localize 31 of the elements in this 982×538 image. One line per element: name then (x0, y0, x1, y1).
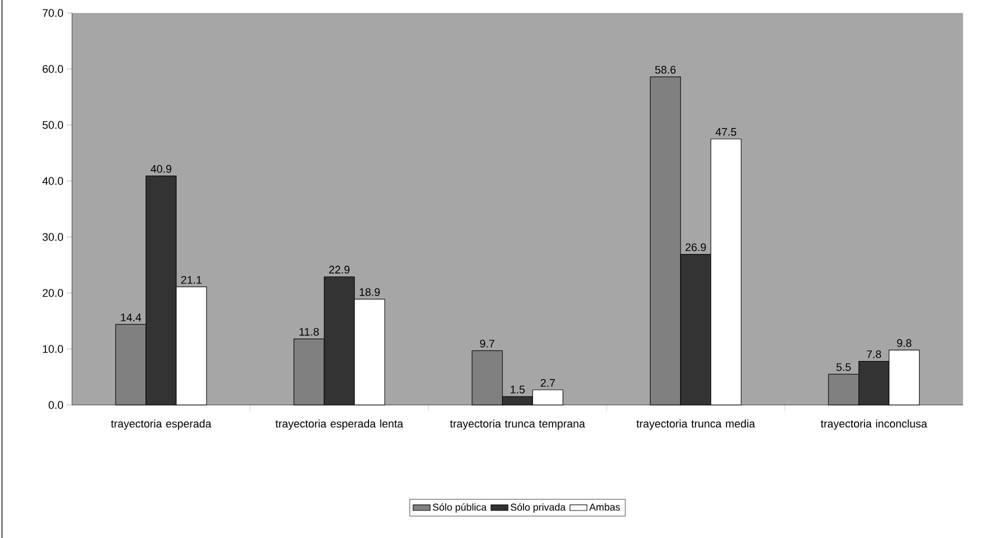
data-label: 9.8 (897, 339, 912, 347)
data-label: 22.9 (329, 266, 350, 274)
y-tick-label: 20.0 (42, 289, 64, 297)
data-label: 18.9 (360, 288, 380, 296)
data-label: 58.6 (655, 66, 676, 74)
x-tick-label: trayectoria inconclusa (820, 420, 928, 430)
data-label: 14.4 (120, 314, 142, 322)
data-label: 21.1 (181, 276, 202, 284)
data-label: 7.8 (866, 350, 882, 358)
data-label: 40.9 (150, 165, 172, 173)
y-tick-label: 50.0 (42, 121, 64, 129)
data-label: 47.5 (716, 128, 736, 136)
data-label: 9.7 (480, 340, 494, 348)
legend-label: Sólo privada (510, 503, 566, 513)
y-tick-label: 60.0 (42, 65, 64, 73)
x-tick-label: trayectoria esperada lenta (276, 420, 404, 430)
x-tick-label: trayectoria esperada (111, 420, 212, 430)
y-tick-label: 70.0 (42, 9, 64, 17)
data-label: 1.5 (510, 386, 525, 394)
y-tick-label: 30.0 (42, 233, 64, 241)
y-tick-label: 40.0 (42, 177, 64, 185)
data-label: 26.9 (686, 243, 706, 252)
legend-label: Ambas (589, 503, 620, 511)
y-tick-label: 0.0 (48, 401, 64, 409)
x-tick-label: trayectoria trunca temprana (450, 420, 586, 430)
x-tick-label: trayectoria trunca media (636, 420, 756, 430)
data-label: 11.8 (300, 328, 319, 336)
data-label: 5.5 (836, 363, 851, 371)
data-label: 2.7 (540, 379, 555, 387)
legend-label: Sólo pública (432, 503, 487, 513)
y-tick-label: 10.0 (42, 345, 64, 353)
